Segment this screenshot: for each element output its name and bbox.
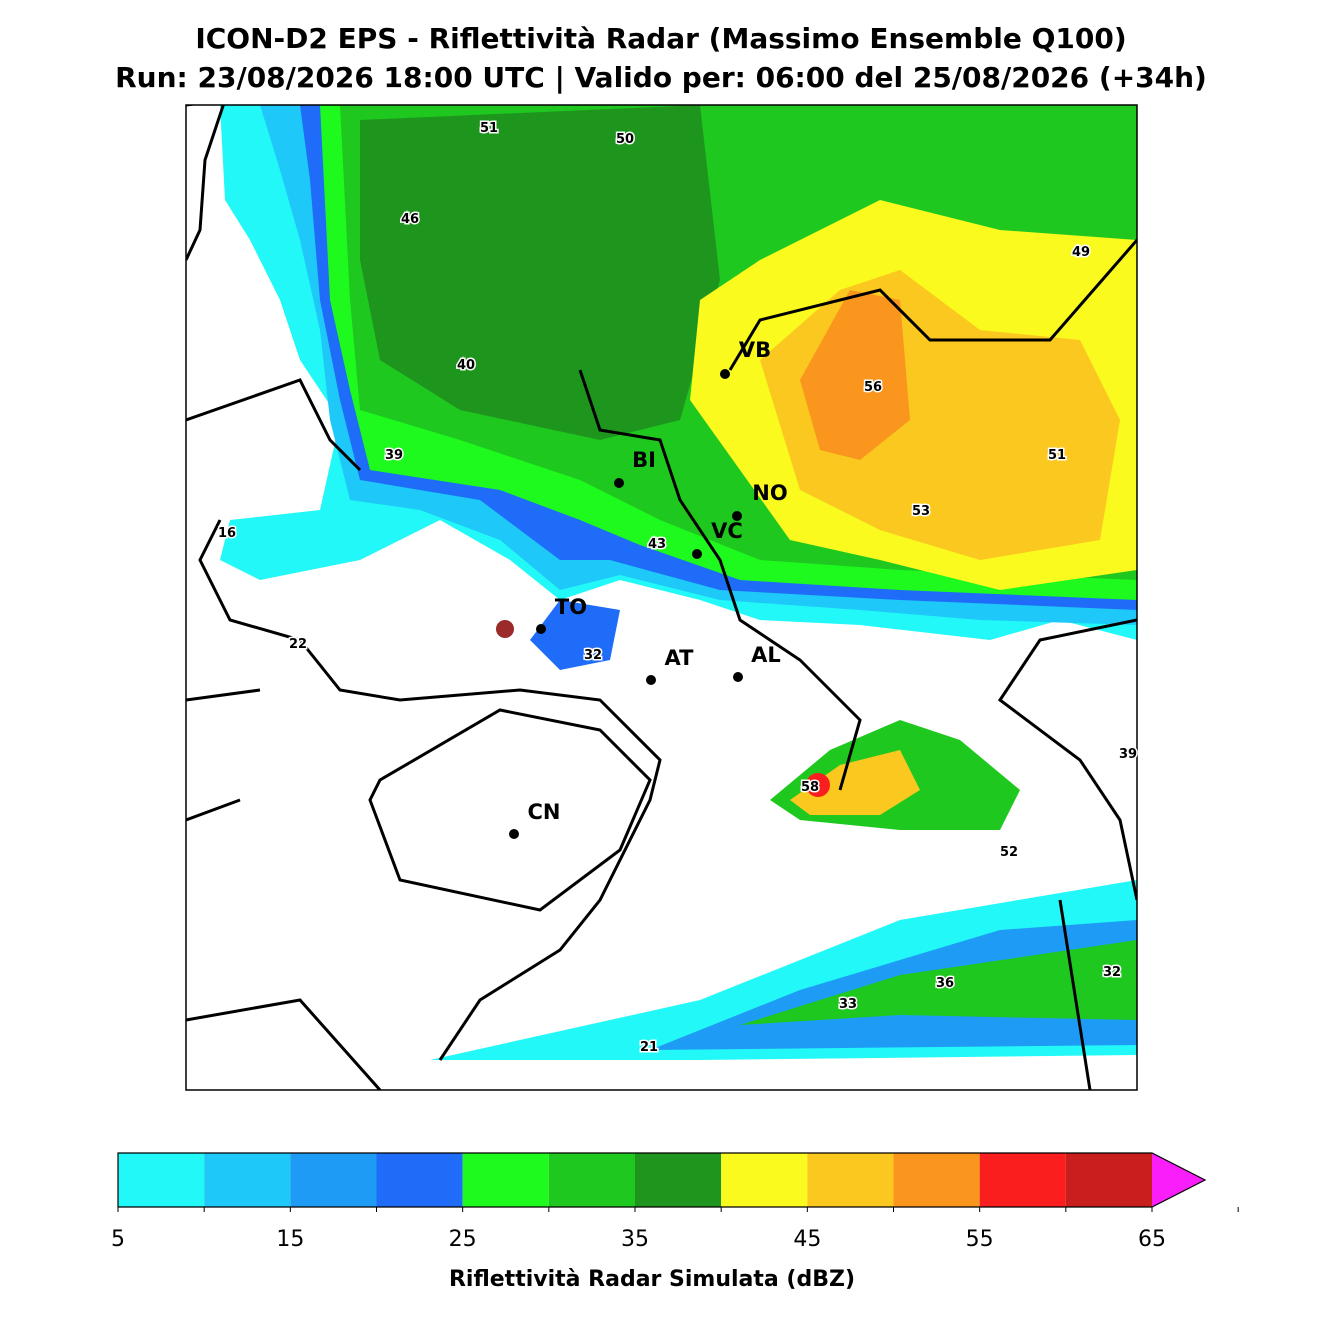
colorbar-tick-label: 15 — [276, 1227, 304, 1252]
max-value-label: 56 — [864, 380, 882, 395]
subtitle: Run: 23/08/2026 18:00 UTC | Valido per: … — [115, 61, 1207, 94]
colorbar-segment — [635, 1153, 722, 1207]
colorbar-extend — [1152, 1153, 1205, 1207]
colorbar-segment — [204, 1153, 291, 1207]
max-value-label: 21 — [640, 1040, 658, 1055]
max-value-label: 46 — [401, 212, 419, 227]
max-value-label: 51 — [480, 121, 498, 136]
colorbar-segment — [1065, 1153, 1152, 1207]
colorbar-tick-label: 55 — [966, 1227, 994, 1252]
colorbar-tick-label: 5 — [111, 1227, 125, 1252]
city-label: AL — [751, 643, 781, 667]
city-dot — [509, 829, 519, 839]
max-value-label: 43 — [648, 537, 666, 552]
city-dot — [733, 672, 743, 682]
colorbar-tick-label: 25 — [449, 1227, 477, 1252]
colorbar-segment — [807, 1153, 894, 1207]
colorbar-segment — [893, 1153, 980, 1207]
city-label: CN — [528, 800, 561, 824]
max-value-label: 53 — [912, 504, 930, 519]
colorbar-segment — [548, 1153, 635, 1207]
max-value-label: 52 — [1000, 845, 1018, 860]
colorbar-segment — [721, 1153, 808, 1207]
location-marker — [496, 620, 514, 638]
city-label: BI — [632, 448, 656, 472]
city-dot — [692, 549, 702, 559]
colorbar-segment — [979, 1153, 1066, 1207]
colorbar-tick-label: 35 — [621, 1227, 649, 1252]
colorbar-tick-label: 65 — [1138, 1227, 1166, 1252]
city-dot — [646, 675, 656, 685]
city-dot — [732, 511, 742, 521]
title: ICON-D2 EPS - Riflettività Radar (Massim… — [195, 22, 1126, 55]
max-value-label: 33 — [839, 997, 857, 1012]
city-dot — [536, 624, 546, 634]
colorbar-segment — [462, 1153, 549, 1207]
city-label: TO — [555, 595, 587, 619]
max-value-label: 32 — [584, 648, 602, 663]
city-label: VB — [739, 338, 771, 362]
max-value-label: 32 — [1103, 965, 1121, 980]
city-label: AT — [665, 646, 695, 670]
colorbar-segment — [290, 1153, 377, 1207]
max-value-label: 22 — [289, 637, 307, 652]
colorbar-segment — [376, 1153, 463, 1207]
max-value-label: 39 — [1119, 747, 1137, 762]
max-value-label: 16 — [218, 526, 236, 541]
colorbar-tick-label: 45 — [793, 1227, 821, 1252]
radar-field — [186, 105, 1137, 1090]
city-dot — [720, 369, 730, 379]
max-value-label: 40 — [457, 358, 475, 373]
max-value-label: 49 — [1072, 245, 1090, 260]
city-label: VC — [711, 519, 743, 543]
max-value-label: 36 — [936, 976, 954, 991]
colorbar-outline — [117, 1152, 1207, 1208]
city-dot — [614, 478, 624, 488]
map-frame — [185, 104, 1138, 1091]
max-value-label: 58 — [801, 780, 819, 795]
max-value-label: 39 — [385, 448, 403, 463]
max-value-label: 51 — [1048, 448, 1066, 463]
colorbar-segment — [118, 1153, 205, 1207]
colorbar-label: Riflettività Radar Simulata (dBZ) — [449, 1267, 855, 1292]
city-label: NO — [752, 481, 787, 505]
max-value-label: 50 — [616, 132, 634, 147]
